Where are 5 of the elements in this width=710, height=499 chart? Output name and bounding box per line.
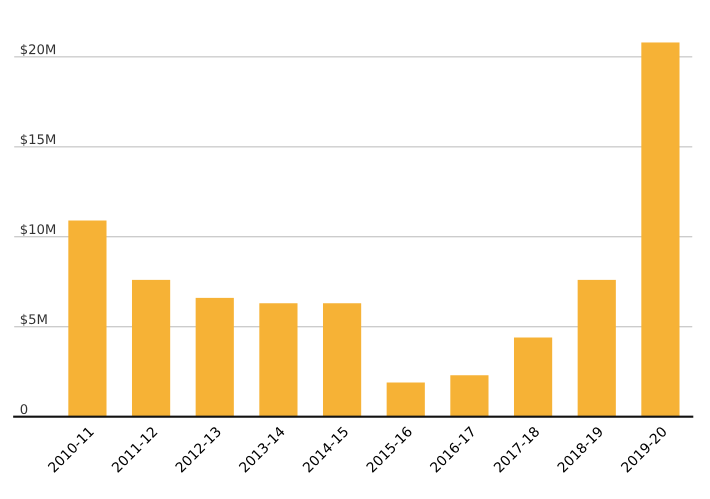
y-tick-label: $5M <box>20 314 47 326</box>
y-tick-label: $20M <box>20 44 56 56</box>
y-tick-label: 0 <box>20 404 28 414</box>
y-tick-label: $15M <box>20 134 56 146</box>
y-tick-label: $10M <box>20 224 56 236</box>
